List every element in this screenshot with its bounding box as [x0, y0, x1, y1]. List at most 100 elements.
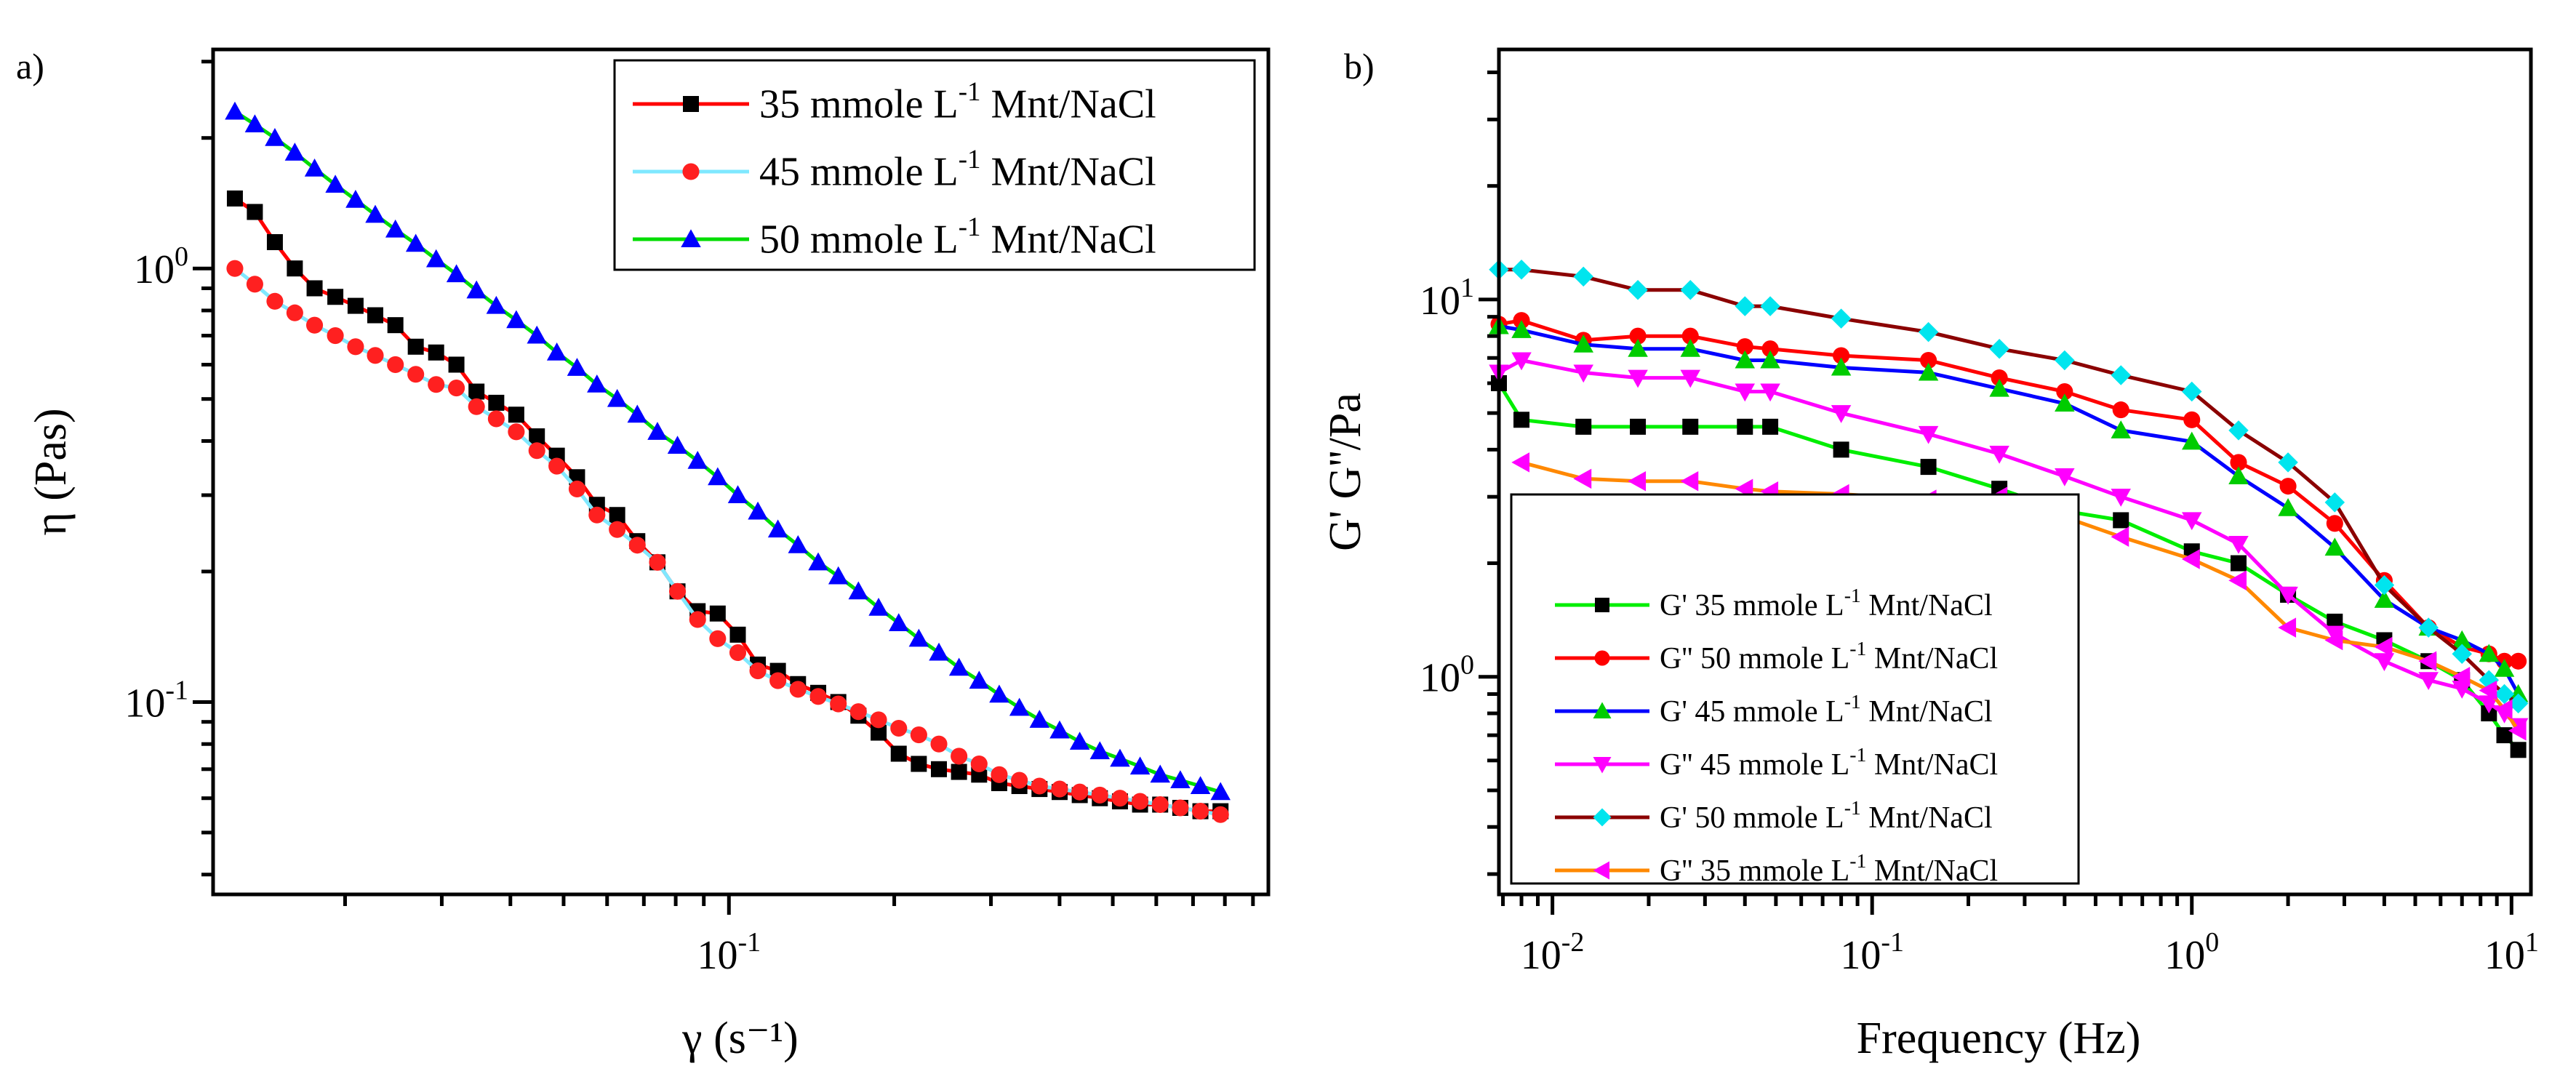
data-point — [2324, 537, 2345, 556]
data-point — [808, 552, 828, 571]
data-point — [1511, 352, 1532, 371]
data-point — [1212, 806, 1229, 823]
data-point — [609, 521, 626, 538]
data-point — [286, 304, 303, 321]
data-point — [367, 347, 384, 364]
data-point — [587, 374, 607, 393]
y-tick-label: 10-1 — [124, 675, 188, 726]
data-point — [1681, 327, 1699, 345]
data-point — [708, 467, 728, 486]
legend-entry-3: 50 mmole L-1 Mnt/NaCl — [633, 212, 1156, 262]
data-point — [951, 748, 968, 765]
data-point — [1760, 296, 1780, 316]
data-point — [1511, 320, 1532, 338]
data-point — [2228, 536, 2249, 554]
data-point — [428, 344, 444, 361]
data-point — [1989, 446, 2009, 464]
panel-a-label: a) — [16, 46, 44, 87]
data-point — [244, 114, 265, 132]
data-point — [809, 688, 827, 705]
legend-entry-6: G'' 35 mmole L-1 Mnt/NaCl — [1555, 849, 1998, 888]
series-line — [233, 196, 1221, 814]
data-point — [1628, 280, 1648, 300]
data-point — [2418, 672, 2439, 691]
data-point — [306, 280, 323, 297]
data-point — [1989, 338, 2009, 359]
series-line — [233, 267, 1221, 817]
data-point — [2508, 693, 2529, 714]
panel-a: a) 10-1 100 10-1 γ (s⁻¹) η (Pas) 35 mmole … — [16, 46, 1271, 1063]
data-point — [729, 626, 746, 643]
data-point — [1511, 452, 1530, 473]
x-tick-label: 10-1 — [1840, 927, 1904, 978]
data-point — [345, 190, 366, 208]
data-point — [2508, 721, 2527, 741]
legend-marker — [1593, 808, 1612, 827]
data-point — [767, 519, 788, 538]
data-point — [1150, 764, 1170, 783]
data-point — [1680, 470, 1699, 492]
data-point — [546, 342, 567, 361]
data-point — [266, 292, 284, 310]
data-point — [405, 233, 426, 252]
data-point — [226, 190, 243, 207]
series-2 — [226, 260, 1229, 823]
data-point — [2496, 727, 2513, 744]
data-point — [2374, 574, 2395, 596]
data-point — [2182, 512, 2202, 531]
legend-entry-2: G'' 50 mmole L-1 Mnt/NaCl — [1555, 637, 1998, 676]
data-point — [2510, 652, 2527, 670]
data-point — [2508, 684, 2529, 702]
y-tick-label: 100 — [134, 241, 188, 292]
data-point — [911, 756, 927, 772]
data-point — [2452, 666, 2471, 687]
data-point — [306, 316, 324, 334]
data-point — [890, 745, 907, 762]
data-point — [1573, 468, 1592, 489]
data-point — [446, 264, 467, 283]
data-point — [749, 662, 767, 680]
data-point — [1029, 710, 1050, 728]
data-point — [1071, 783, 1089, 801]
data-point — [2479, 644, 2500, 662]
data-point — [769, 672, 787, 689]
data-point — [1129, 756, 1151, 775]
data-point — [607, 388, 628, 407]
data-point — [2326, 515, 2343, 532]
data-point — [1737, 418, 1753, 435]
data-point — [1761, 340, 1779, 358]
data-point — [667, 436, 688, 454]
data-point — [2278, 617, 2297, 638]
data-point — [2112, 401, 2129, 419]
legend-label: G'' 50 mmole L-1 Mnt/NaCl — [1660, 637, 1998, 676]
series-1 — [226, 190, 1229, 819]
data-point — [1735, 296, 1756, 316]
data-point — [568, 480, 586, 498]
data-point — [2418, 651, 2437, 672]
data-point — [1511, 260, 1532, 280]
legend-label: G' 35 mmole L-1 Mnt/NaCl — [1660, 584, 1993, 622]
data-point — [407, 366, 425, 383]
data-point — [1190, 776, 1211, 795]
data-point — [1736, 338, 1753, 356]
legend-entry-3: G' 45 mmole L-1 Mnt/NaCl — [1555, 690, 1993, 729]
series-line — [1498, 318, 2519, 663]
data-point — [627, 404, 648, 423]
data-point — [931, 761, 948, 777]
data-point — [1573, 364, 1593, 383]
data-point — [2279, 478, 2297, 495]
data-point — [2228, 570, 2247, 591]
data-point — [2228, 420, 2249, 441]
data-point — [1170, 770, 1191, 789]
data-point — [1110, 748, 1130, 767]
data-point — [1918, 321, 1939, 342]
data-point — [889, 613, 909, 632]
data-point — [951, 764, 967, 780]
data-point — [1831, 308, 1852, 329]
x-tick-label: 101 — [2484, 927, 2539, 978]
data-point — [2228, 466, 2249, 484]
data-point — [647, 422, 668, 440]
data-point — [2230, 555, 2247, 572]
data-point — [2111, 526, 2129, 547]
